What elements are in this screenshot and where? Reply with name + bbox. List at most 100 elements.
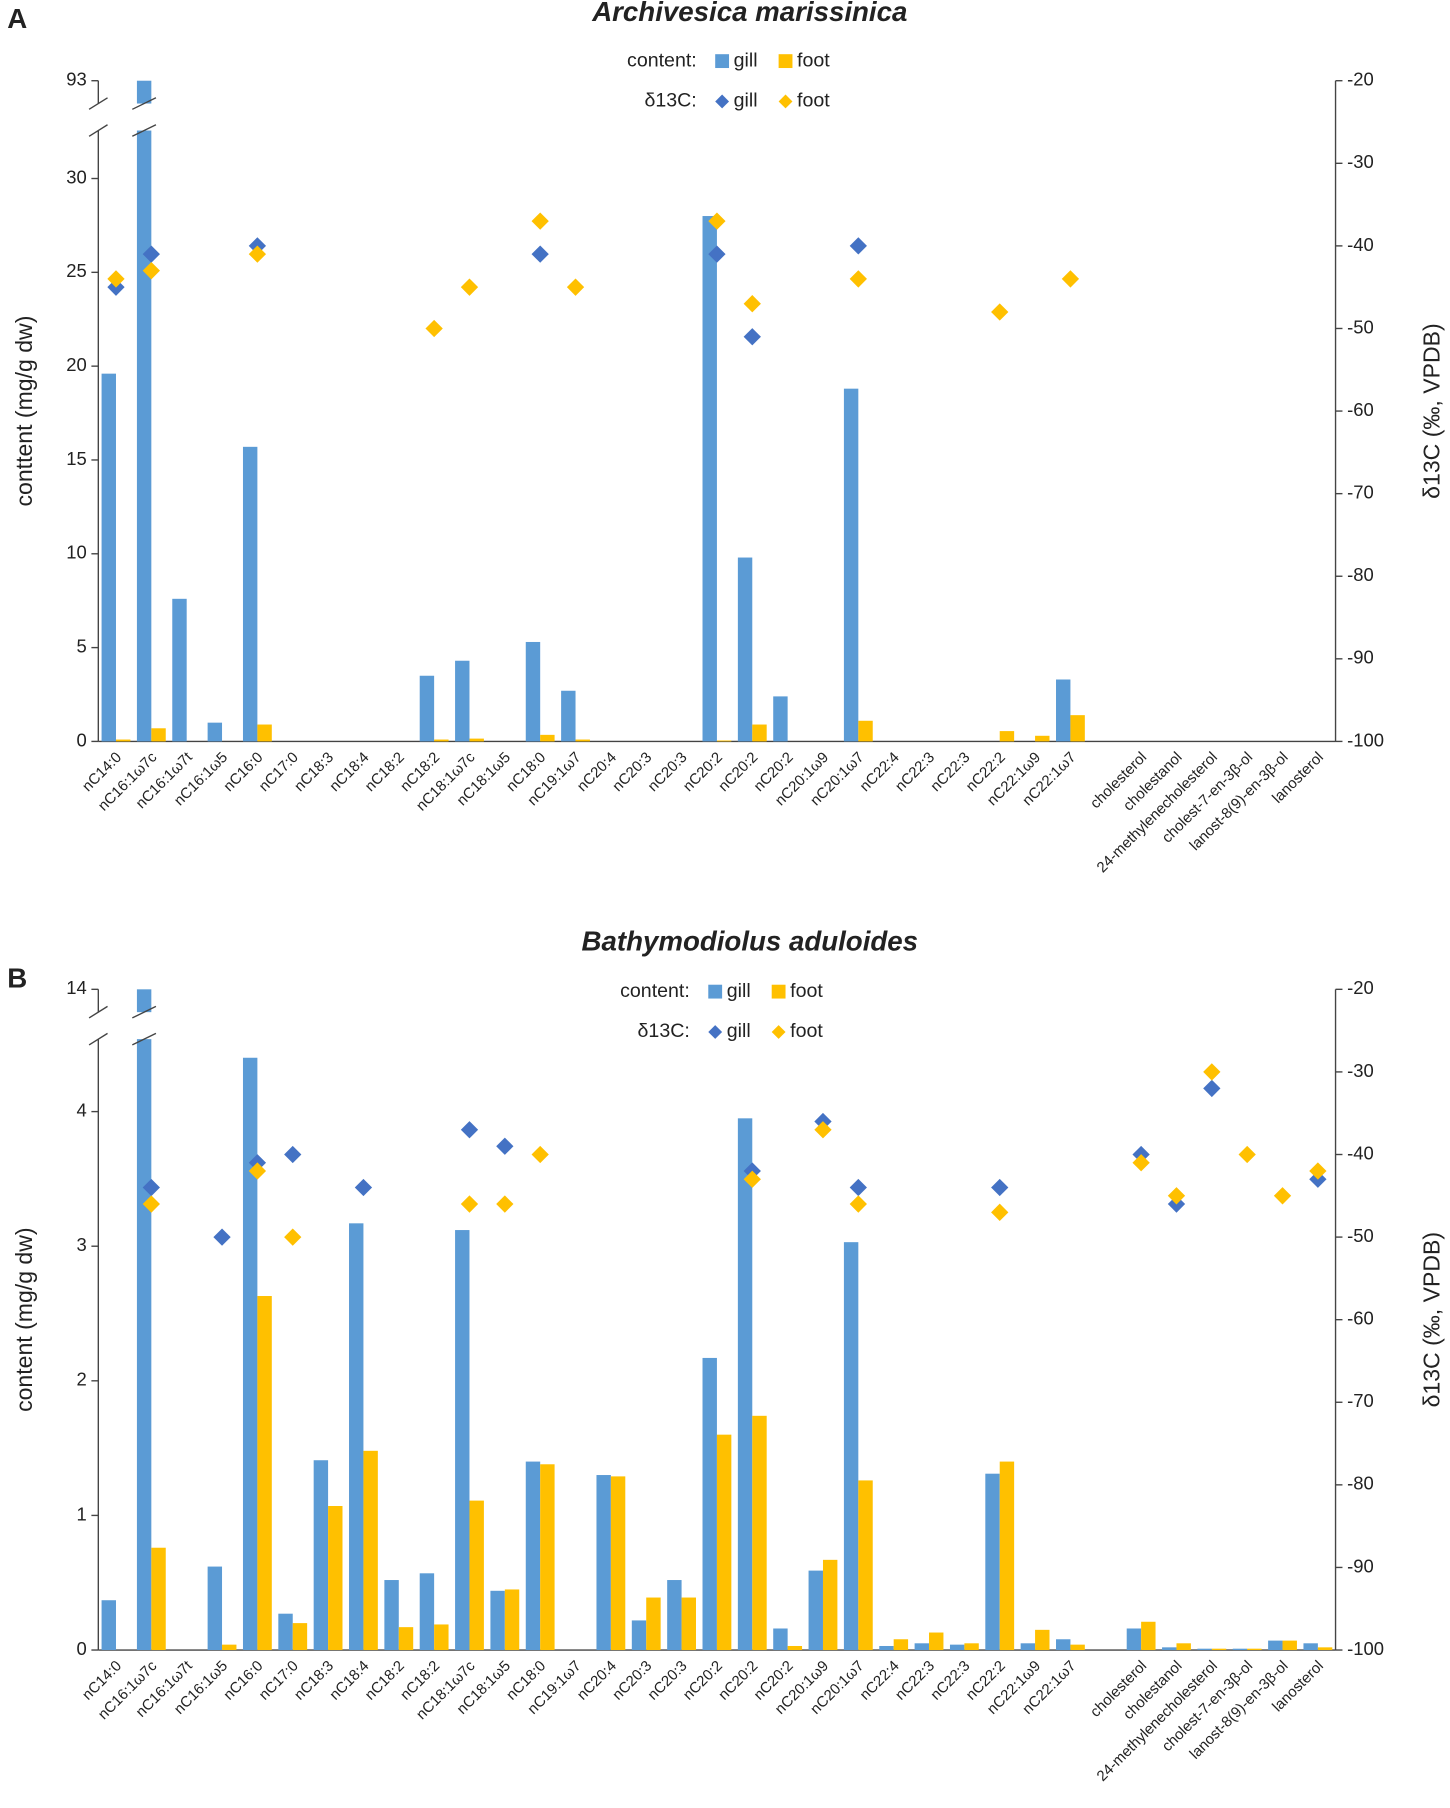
marker bbox=[1203, 1063, 1221, 1081]
bar bbox=[1056, 679, 1071, 742]
bar bbox=[398, 1627, 414, 1651]
legend-swatch bbox=[715, 54, 730, 69]
bar bbox=[1211, 1648, 1227, 1651]
legend-label: gill bbox=[727, 980, 751, 1002]
bar bbox=[596, 1475, 611, 1651]
y2-tick-label: -100 bbox=[1347, 729, 1384, 750]
marker bbox=[1167, 1187, 1186, 1205]
bar bbox=[1141, 1621, 1156, 1651]
axis-break bbox=[88, 124, 108, 137]
bar bbox=[1197, 1648, 1212, 1651]
marker bbox=[248, 245, 267, 263]
legend-swatch bbox=[778, 54, 793, 69]
y2-tick-label: -70 bbox=[1347, 1390, 1374, 1411]
marker bbox=[814, 1121, 832, 1139]
bar bbox=[1303, 1643, 1318, 1651]
y2-axis-title: δ13C (‰, VPDB) bbox=[1419, 323, 1445, 498]
marker bbox=[1238, 1145, 1256, 1164]
marker bbox=[1061, 270, 1080, 288]
bar bbox=[893, 1639, 909, 1651]
bar bbox=[1035, 735, 1050, 742]
bar bbox=[101, 1600, 116, 1651]
bar bbox=[575, 739, 590, 742]
bar bbox=[328, 1506, 343, 1651]
bar bbox=[667, 1580, 682, 1651]
y2-tick-label: -60 bbox=[1347, 1308, 1374, 1329]
bar bbox=[540, 734, 555, 742]
y-axis-title: content (mg/g dw) bbox=[11, 1227, 37, 1411]
legend-swatch bbox=[778, 94, 793, 109]
bar bbox=[313, 1460, 329, 1651]
legend-swatch bbox=[708, 984, 723, 999]
bar bbox=[1162, 1647, 1177, 1651]
bar bbox=[257, 1296, 272, 1651]
y2-tick-label: -20 bbox=[1347, 69, 1374, 90]
bar bbox=[292, 1623, 308, 1651]
bar bbox=[419, 1573, 435, 1651]
marker bbox=[460, 1121, 479, 1139]
y-tick-label: 10 bbox=[66, 542, 87, 563]
marker bbox=[425, 319, 443, 338]
axis-break bbox=[132, 124, 157, 137]
bar bbox=[257, 724, 272, 742]
bar bbox=[101, 373, 116, 742]
y2-tick-label: -90 bbox=[1347, 647, 1374, 668]
bar bbox=[136, 989, 152, 1651]
marker bbox=[284, 1145, 302, 1164]
bar bbox=[1070, 1644, 1085, 1651]
chart-title: Archivesica marissinica bbox=[591, 0, 907, 27]
bar bbox=[1035, 1629, 1050, 1651]
bar bbox=[242, 1057, 258, 1651]
y2-tick-label: -100 bbox=[1347, 1638, 1384, 1659]
marker bbox=[708, 245, 726, 263]
marker bbox=[743, 1170, 761, 1188]
bar bbox=[964, 1643, 979, 1651]
axis-break bbox=[132, 97, 157, 110]
axis-break bbox=[132, 1005, 157, 1019]
bar bbox=[646, 1597, 661, 1651]
axis-break bbox=[88, 97, 108, 110]
bar bbox=[914, 1643, 930, 1651]
y-tick-label: 5 bbox=[77, 635, 87, 656]
y2-tick-label: -80 bbox=[1347, 1473, 1374, 1494]
bar bbox=[455, 1230, 470, 1651]
marker bbox=[213, 1228, 231, 1246]
bar bbox=[561, 690, 576, 742]
bar bbox=[469, 738, 484, 742]
y-tick-label: 15 bbox=[66, 448, 87, 469]
marker bbox=[531, 1145, 549, 1164]
y2-axis-title: δ13C (‰, VPDB) bbox=[1419, 1232, 1445, 1407]
marker bbox=[496, 1195, 514, 1213]
legend-title: content: bbox=[620, 980, 690, 1002]
bar bbox=[822, 1559, 838, 1651]
axis-break bbox=[88, 1005, 108, 1019]
bar bbox=[702, 1357, 717, 1651]
bar bbox=[843, 388, 859, 742]
bar bbox=[1070, 715, 1085, 742]
legend-swatch bbox=[715, 94, 730, 109]
legend-label: foot bbox=[797, 49, 830, 71]
bar bbox=[631, 1620, 647, 1651]
legend-swatch bbox=[771, 984, 786, 999]
marker bbox=[460, 278, 479, 296]
bar bbox=[949, 1644, 965, 1651]
y2-tick-label: -50 bbox=[1347, 316, 1374, 337]
bar bbox=[1056, 1639, 1071, 1651]
bar bbox=[278, 1613, 293, 1651]
legend-title: δ13C: bbox=[638, 1020, 690, 1042]
bar bbox=[858, 720, 873, 742]
bar bbox=[525, 641, 541, 742]
y-tick-label: 30 bbox=[66, 166, 87, 187]
y-tick-label: 1 bbox=[77, 1503, 87, 1524]
bar bbox=[787, 1645, 803, 1651]
legend-label: gill bbox=[727, 1020, 751, 1042]
bar bbox=[999, 731, 1015, 742]
bar-break-gap bbox=[135, 103, 153, 131]
y2-tick-label: -60 bbox=[1347, 399, 1374, 420]
marker bbox=[849, 1195, 867, 1213]
bar bbox=[349, 1223, 364, 1651]
bar bbox=[999, 1461, 1015, 1651]
y2-tick-label: -50 bbox=[1347, 1225, 1374, 1246]
axis-break bbox=[88, 1032, 108, 1046]
bar bbox=[115, 739, 131, 742]
